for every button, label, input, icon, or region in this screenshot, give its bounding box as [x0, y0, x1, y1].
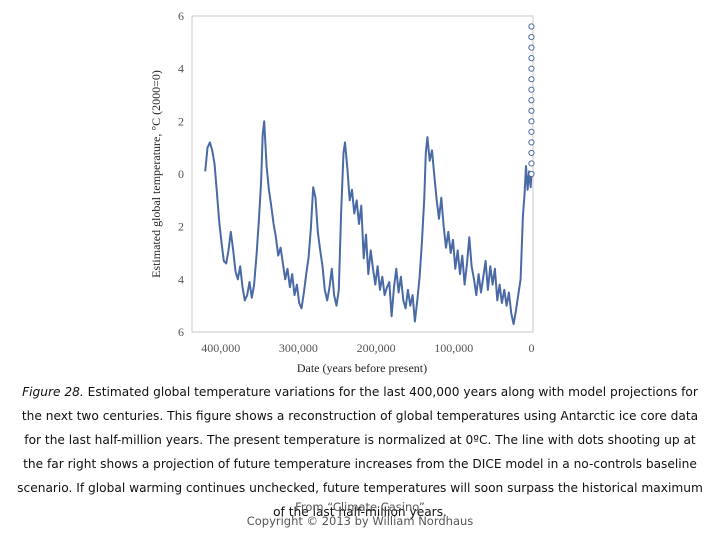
projection-point [528, 139, 535, 146]
projection-point [528, 76, 535, 83]
x-tick-label: 100,000 [434, 341, 473, 355]
projection-point [528, 160, 535, 167]
x-axis-label: Date (years before present) [297, 361, 427, 375]
credit-copyright: Copyright © 2013 by William Nordhaus [246, 514, 474, 528]
figure-caption: Figure 28. Estimated global temperature … [14, 380, 706, 524]
x-tick-label: 300,000 [279, 341, 318, 355]
caption-text: Estimated global temperature variations … [17, 385, 703, 519]
y-axis-ticks: 6 4 2 0 2 4 6 [178, 9, 184, 339]
temperature-chart: 6 4 2 0 2 4 6 400,000 300,000 200,000 100,000 0 Da… [149, 9, 535, 375]
projection-point [528, 97, 535, 104]
y-tick-label: 0 [178, 167, 184, 181]
y-axis-label: Estimated global temperature, °C (2000=0… [149, 70, 163, 278]
y-tick-label: 4 [178, 62, 184, 76]
x-tick-label: 0 [528, 341, 534, 355]
projection-point [528, 107, 535, 114]
credit-source: From “Climate Casino” [295, 500, 425, 514]
projection-point [528, 55, 535, 62]
projection-point [528, 44, 535, 51]
projection-point [528, 23, 535, 30]
projection-point [528, 86, 535, 93]
copyright-credit: From “Climate Casino” Copyright © 2013 b… [0, 500, 720, 528]
figure-label: Figure 28. [22, 385, 84, 399]
y-tick-label: 4 [178, 272, 184, 286]
projection-point [528, 33, 535, 41]
historical-temperature-line [204, 120, 533, 326]
projection-point [528, 128, 535, 135]
projection-point [528, 149, 535, 157]
y-tick-label: 2 [178, 114, 184, 128]
series-layer [204, 23, 535, 326]
x-tick-label: 400,000 [201, 341, 240, 355]
y-tick-label: 6 [178, 9, 184, 23]
projection-point [528, 65, 535, 72]
y-tick-label: 2 [178, 220, 184, 234]
projection-point [528, 170, 535, 178]
projection-point [528, 118, 535, 125]
x-tick-label: 200,000 [357, 341, 396, 355]
x-axis-ticks: 400,000 300,000 200,000 100,000 0 [201, 341, 534, 355]
y-tick-label: 6 [178, 325, 184, 339]
